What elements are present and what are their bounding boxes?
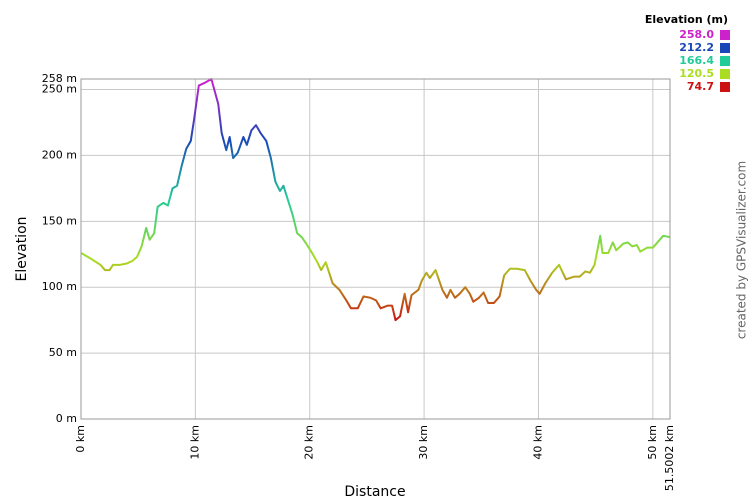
y-tick-label: 200 m [42,148,77,161]
y-tick-label: 100 m [42,280,77,293]
plot-border [80,78,671,420]
legend-label: 212.2 [679,41,714,54]
x-tick-label: 10 km [188,425,201,460]
y-tick-label: 50 m [49,346,77,359]
x-tick-label: 50 km [646,425,659,460]
x-tick-label: 20 km [303,425,316,460]
elevation-line [80,78,671,322]
legend-swatch [720,43,730,53]
legend-title: Elevation (m) [645,13,728,26]
x-tick-label: 40 km [531,425,544,460]
y-axis-title: Elevation [14,216,30,281]
legend-swatch [720,82,730,92]
legend-label: 74.7 [687,80,714,93]
y-tick-label: 0 m [56,412,77,425]
legend-label: 258.0 [679,28,714,41]
x-tick-label: 51.5002 km [663,425,676,491]
x-tick-label: 0 km [74,425,87,453]
credit: created by GPSVisualizer.com [735,161,749,339]
x-tick-label: 30 km [417,425,430,460]
legend-label: 166.4 [679,54,714,67]
legend-label: 120.5 [679,67,714,80]
legend-swatch [720,69,730,79]
y-tick-label: 250 m [42,83,77,96]
legend-swatch [720,56,730,66]
legend-swatch [720,30,730,40]
y-tick-label: 150 m [42,214,77,227]
y-tick-label: 258 m [42,72,77,85]
x-axis-title: Distance [344,484,405,500]
